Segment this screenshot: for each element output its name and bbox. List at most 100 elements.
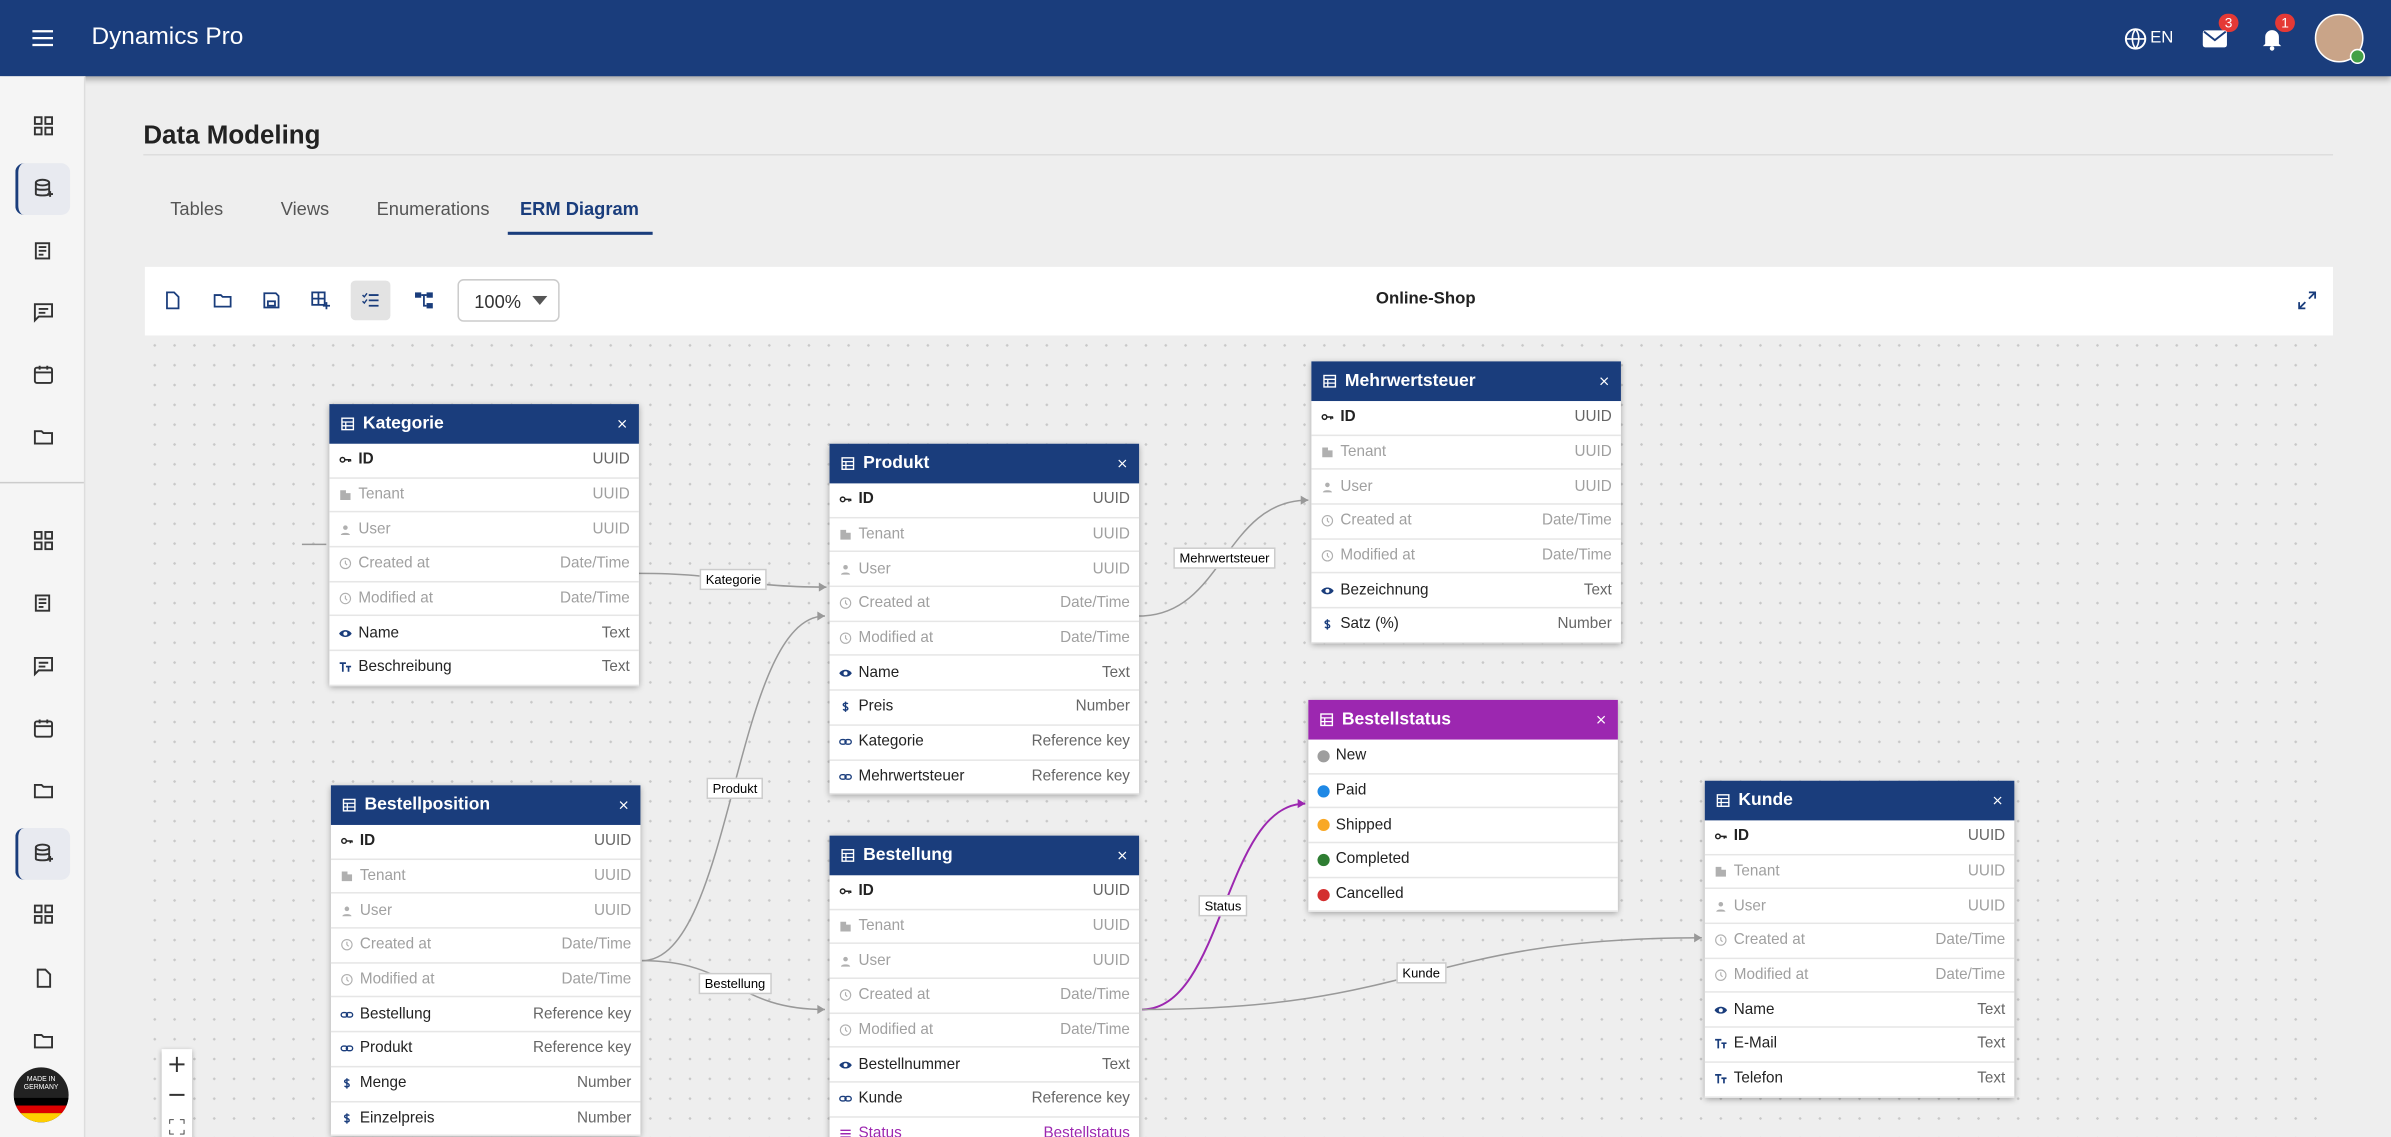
toolbar-button[interactable] [413,290,434,311]
field-row: Telefon Text [1704,1063,2015,1098]
close-button[interactable] [1991,794,2003,806]
field-name: Tenant [1340,443,1387,461]
field-name: Modified at [858,629,934,647]
field-row: User UUID [829,944,1140,980]
toolbar-button[interactable] [310,290,331,311]
field-icon [839,773,852,780]
mail-icon[interactable] [2200,24,2229,53]
field-row: User UUID [1704,890,2015,925]
enum-value: New [1308,740,1618,775]
field-icon [839,989,852,1002]
field-name: User [359,902,393,920]
field-name: Tenant [858,526,905,543]
nav-item[interactable] [32,1029,55,1052]
field-icon [1321,515,1334,528]
field-name: Tenant [359,867,406,885]
toolbar-button[interactable] [162,290,183,311]
nav-item[interactable] [32,300,55,323]
nav-item[interactable] [32,779,55,802]
close-button[interactable] [1595,714,1607,726]
tab[interactable]: ERM Diagram [519,198,639,220]
nav-item[interactable] [32,529,55,552]
table-header: Kunde [1704,780,2015,821]
field-icon [839,669,852,677]
enum-label: New [1335,747,1367,765]
field-name: Modified at [1340,547,1415,565]
field-name: User [858,560,891,578]
nav-item[interactable] [32,114,55,137]
nav-item[interactable] [32,903,55,926]
app-title: Dynamics Pro [91,24,244,51]
field-row: Created at Date/Time [329,548,639,583]
fullscreen-button[interactable] [2296,290,2317,311]
fit-view[interactable] [169,1119,185,1135]
nav-item[interactable] [32,592,55,615]
field-name: Satz (%) [1340,616,1399,634]
zoom-select[interactable]: 100% [457,279,560,322]
field-icon [839,1024,852,1036]
entity-table[interactable]: Kunde ID UUID Tenant UUID User UUID Created at D… [1704,780,2015,1098]
field-type: Reference key [1031,768,1130,786]
field-icon [840,529,851,540]
field-icon [342,906,352,916]
tab[interactable]: Tables [170,198,224,220]
zoom-out[interactable] [169,1087,185,1102]
field-type: Date/Time [1935,932,2006,950]
field-type: Text [1583,582,1612,599]
close-button[interactable] [618,799,630,811]
field-name: Name [1733,1001,1775,1019]
nav-item[interactable] [32,177,55,200]
entity-table[interactable]: Produkt ID UUID Tenant UUID User UUID Created a… [829,443,1140,795]
nav-item[interactable] [32,967,55,990]
toolbar-button[interactable] [212,290,233,311]
field-icon [340,524,350,535]
relation-label: Kategorie [699,568,768,591]
field-row: Status Bestellstatus [830,1117,1140,1137]
nav-item[interactable] [32,239,55,262]
field-icon [1715,866,1726,877]
field-type: Number [1557,616,1612,634]
nav-item[interactable] [32,842,55,865]
menu-button[interactable] [29,24,56,51]
nav-item[interactable] [32,363,55,386]
zoom-controls [161,1049,193,1137]
field-icon [339,457,352,464]
close-button[interactable] [616,418,628,430]
nav-item[interactable] [32,717,55,740]
tab[interactable]: Enumerations [376,198,490,220]
entity-table[interactable]: Bestellung ID UUID Tenant UUID User UUID Create… [829,835,1140,1137]
zoom-value: 100% [474,291,522,313]
field-type: Number [1075,699,1130,716]
close-button[interactable] [1598,375,1610,387]
field-name: Bestellung [359,1006,432,1023]
nav-item[interactable] [32,425,55,448]
toolbar-button[interactable] [360,290,381,311]
entity-table[interactable]: Kategorie ID UUID Tenant UUID User UUID Created… [329,404,639,686]
field-icon [840,921,851,932]
field-type: Text [601,659,630,677]
made-in-germany-badge: MADE IN GERMANY [13,1067,69,1123]
language-icon[interactable] [2123,26,2149,52]
entity-table[interactable]: Mehrwertsteuer ID UUID Tenant UUID User UUID Cr… [1311,361,1621,644]
zoom-in[interactable] [169,1056,185,1072]
nav-item[interactable] [32,654,55,677]
field-name: ID [1733,828,1750,846]
field-icon [1714,1006,1728,1014]
toolbar-button[interactable] [261,290,282,311]
language[interactable]: EN [2150,28,2174,48]
field-type: Text [1977,1001,2006,1019]
notifications-icon[interactable] [2258,24,2285,51]
entity-table[interactable]: Bestellposition ID UUID Tenant UUID User UUID C… [330,785,641,1137]
close-button[interactable] [1116,457,1128,469]
enum-table[interactable]: Bestellstatus New Paid Shipped Completed Canc… [1308,699,1618,913]
table-name: Bestellung [863,846,953,865]
field-icon [1715,969,1727,982]
field-type: Date/Time [1542,512,1612,530]
tab[interactable]: Views [280,198,330,220]
close-button[interactable] [1116,849,1128,861]
table-name: Kunde [1738,791,1793,810]
field-type: Number [577,1075,632,1093]
field-row: Modified at Date/Time [329,582,639,617]
table-icon [1716,794,1730,807]
